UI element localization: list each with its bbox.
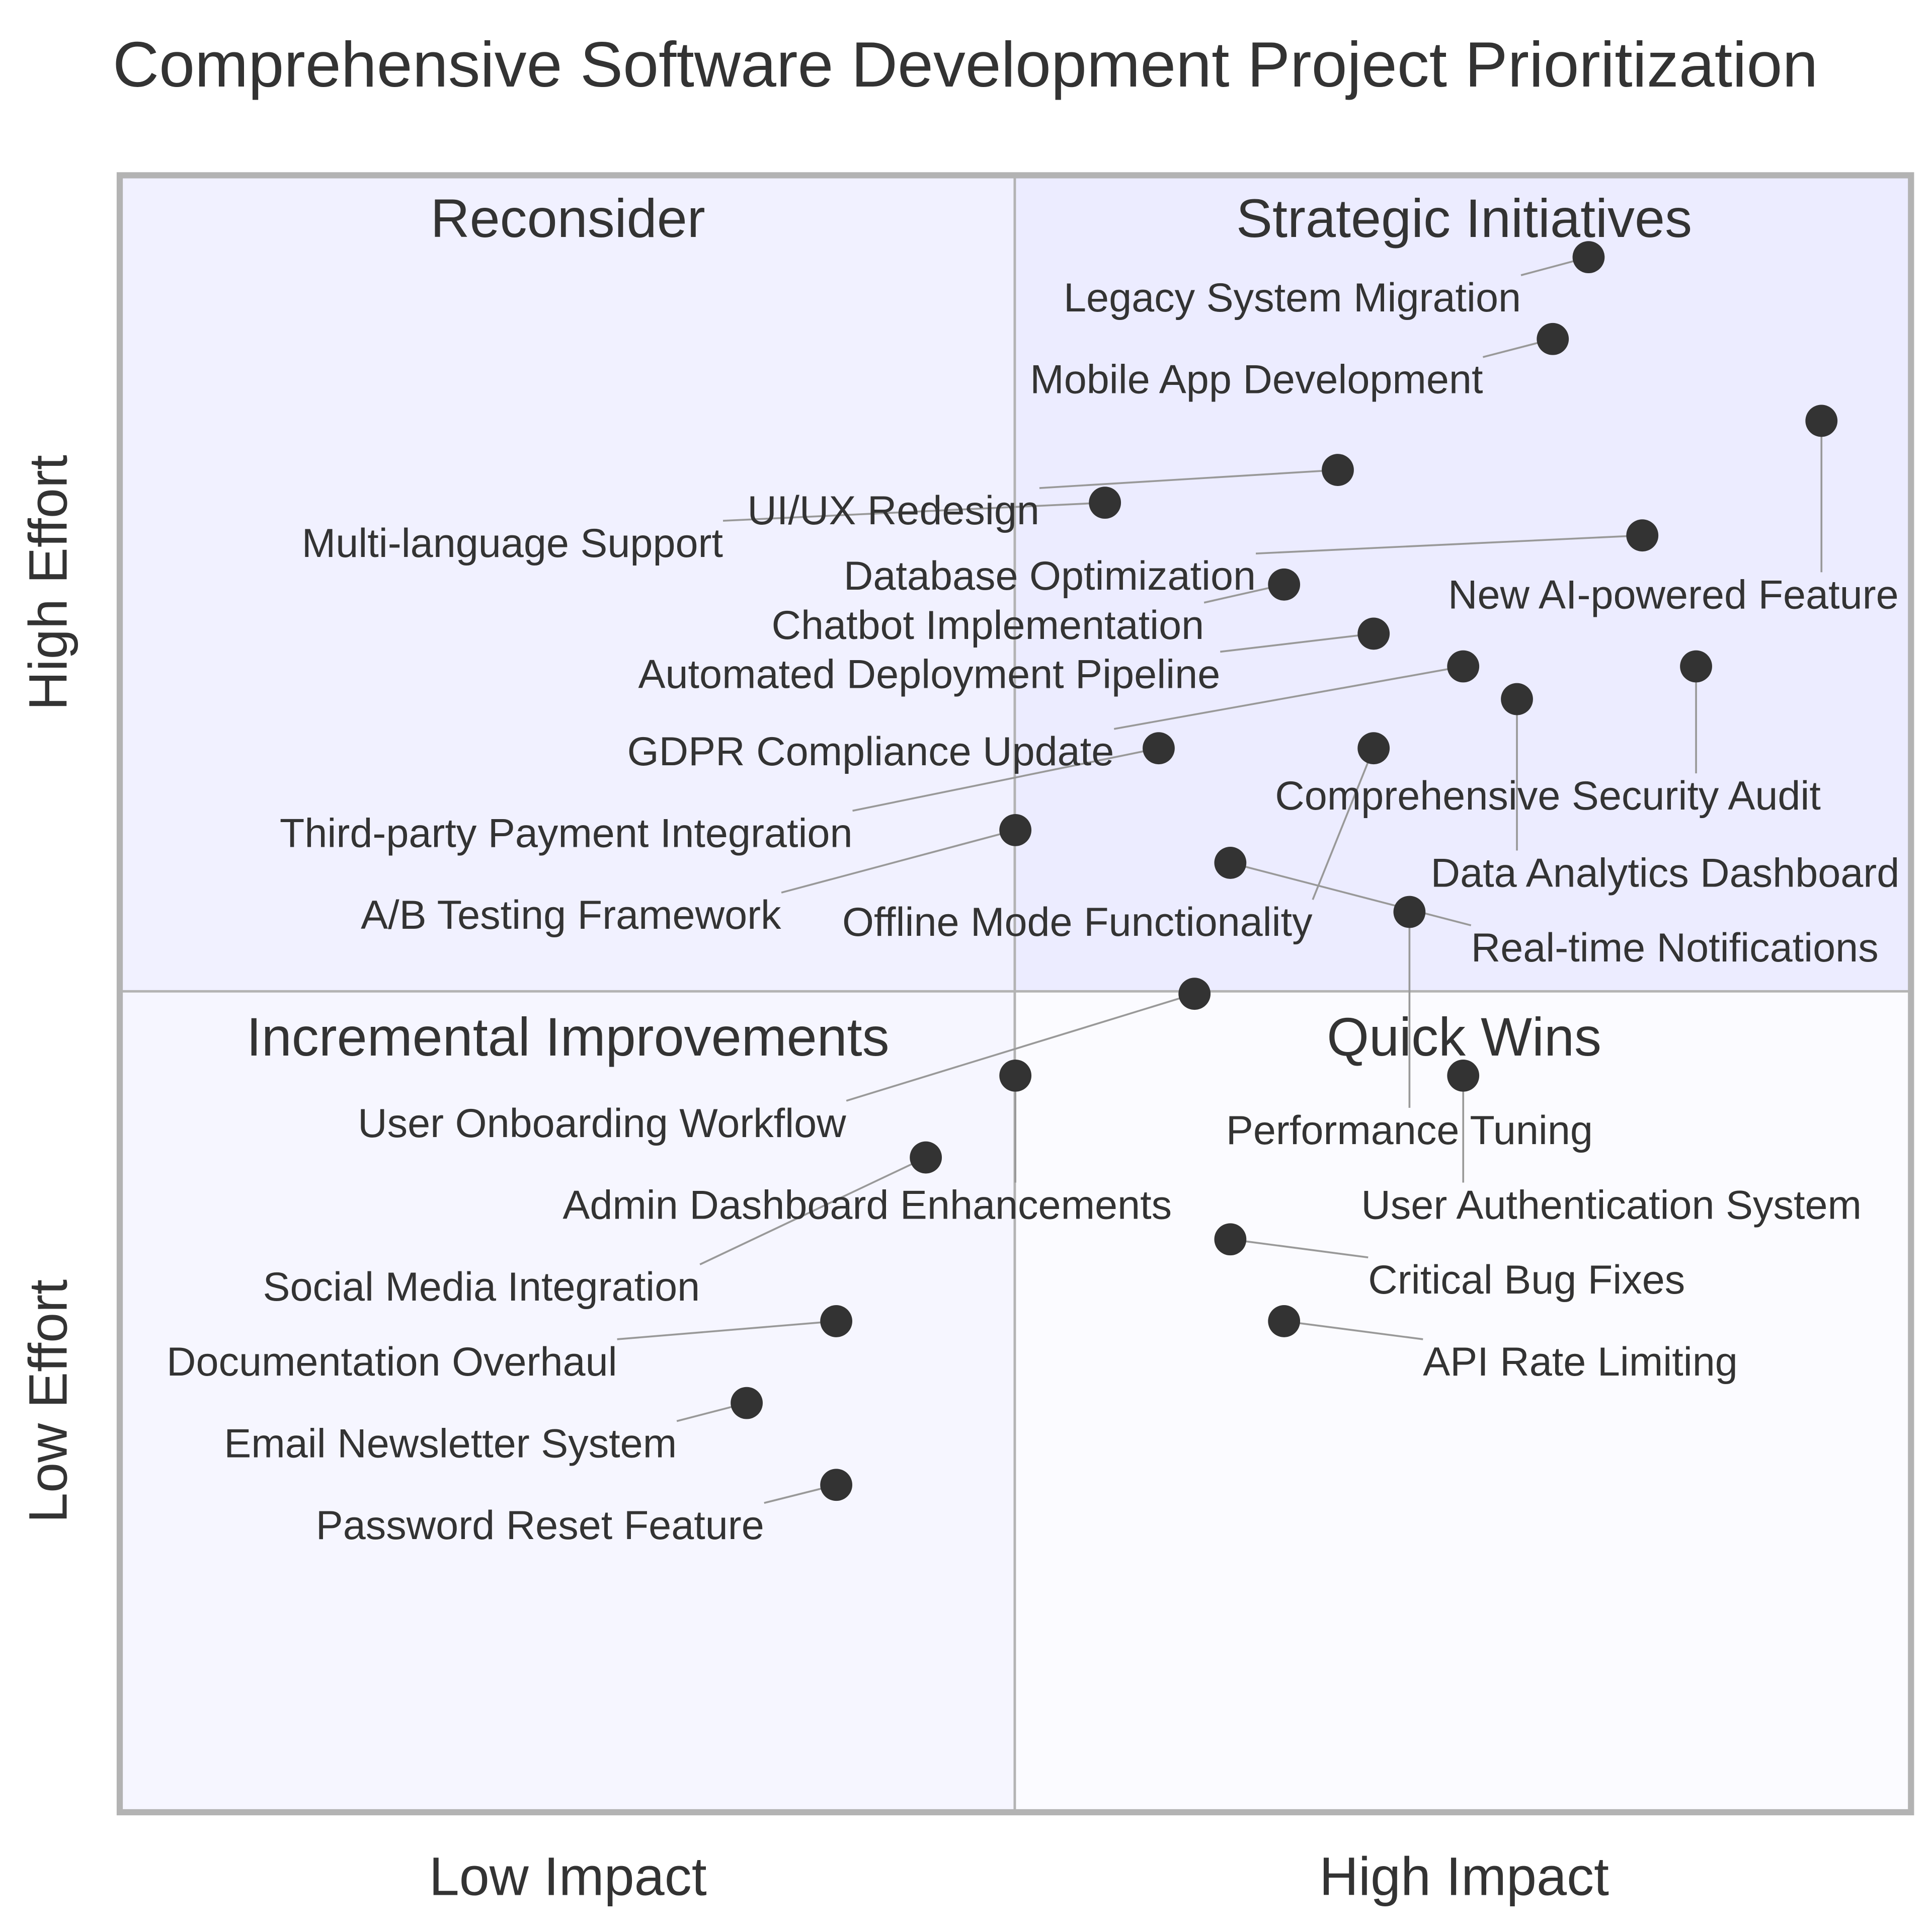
data-point [1501, 683, 1533, 715]
data-point [1214, 1223, 1247, 1256]
data-point [1268, 1305, 1301, 1337]
data-point-label: Comprehensive Security Audit [1275, 773, 1821, 819]
data-point [999, 814, 1032, 846]
data-point-label: Password Reset Feature [316, 1503, 764, 1548]
data-point [1214, 847, 1247, 879]
label-leader-lines [617, 256, 1823, 1504]
label-leader-line [1220, 632, 1374, 653]
data-point [1805, 405, 1838, 437]
data-point [1322, 454, 1354, 486]
data-point [820, 1305, 853, 1337]
data-point [1357, 617, 1390, 650]
data-point [1089, 487, 1121, 519]
label-leader-line [781, 829, 1016, 894]
data-point-label: Third-party Payment Integration [280, 811, 853, 856]
data-point [820, 1469, 853, 1501]
data-point [1537, 323, 1569, 355]
label-leader-line [722, 502, 1105, 522]
label-leader-line [699, 1156, 926, 1265]
data-point-label: Admin Dashboard Enhancements [562, 1183, 1172, 1228]
data-point-labels: Legacy System Migration Mobile App Develo… [167, 275, 1899, 1548]
data-point-label: Chatbot Implementation [771, 603, 1204, 648]
label-leader-line [1113, 665, 1464, 730]
quadrant-label-bottom-right: Quick Wins [1327, 1006, 1601, 1067]
data-point-label: Performance Tuning [1226, 1108, 1593, 1153]
data-point-label: New AI-powered Feature [1448, 572, 1899, 617]
data-point [1626, 519, 1659, 552]
data-point-label: Email Newsletter System [224, 1421, 677, 1467]
label-leader-line [1230, 1238, 1369, 1259]
data-point-label: Legacy System Migration [1064, 275, 1521, 320]
y-axis-label-high: High Effort [17, 455, 78, 710]
label-leader-line [852, 747, 1159, 812]
label-leader-line [1312, 748, 1375, 900]
x-axis-label-low: Low Impact [429, 1845, 707, 1906]
data-point [999, 1059, 1032, 1092]
data-point-label: UI/UX Redesign [747, 488, 1039, 533]
label-leader-line [1255, 534, 1643, 555]
quadrant-label-top-right: Strategic Initiatives [1236, 188, 1692, 249]
y-axis-label-low: Low Effort [17, 1279, 78, 1523]
data-point [1447, 650, 1480, 683]
quadrant-label-bottom-left: Incremental Improvements [247, 1006, 890, 1067]
plot-border [116, 172, 1914, 1816]
data-point-label: API Rate Limiting [1423, 1339, 1738, 1385]
data-point [1393, 896, 1426, 928]
data-point [1572, 241, 1605, 273]
data-point [1143, 732, 1175, 765]
data-point [1178, 978, 1211, 1010]
data-point-label: Automated Deployment Pipeline [638, 652, 1221, 697]
quadrant-top-left [120, 175, 1015, 992]
data-point [1268, 568, 1301, 601]
data-point-label: Social Media Integration [263, 1264, 700, 1310]
data-point [1447, 1059, 1480, 1092]
data-point-label: Offline Mode Functionality [842, 900, 1313, 945]
quadrant-bottom-left [120, 991, 1015, 1812]
label-leader-line [1230, 862, 1472, 926]
data-point [1357, 732, 1390, 765]
label-leader-line [617, 1320, 837, 1340]
data-point-label: User Onboarding Workflow [358, 1101, 846, 1146]
data-point-label: A/B Testing Framework [361, 893, 781, 938]
data-point-label: Real-time Notifications [1471, 925, 1879, 971]
data-point-label: Mobile App Development [1030, 357, 1483, 403]
quadrant-label-top-left: Reconsider [431, 188, 705, 249]
data-points [731, 241, 1838, 1501]
x-axis-label-high: High Impact [1319, 1845, 1609, 1906]
data-point-label: User Authentication System [1361, 1183, 1862, 1228]
data-point-label: Data Analytics Dashboard [1431, 851, 1900, 896]
data-point [1680, 650, 1712, 683]
chart-title: Comprehensive Software Development Proje… [113, 29, 1818, 101]
label-leader-line [1039, 469, 1338, 489]
data-point-label: Critical Bug Fixes [1368, 1257, 1685, 1303]
label-leader-line [1283, 1320, 1423, 1340]
data-point [910, 1141, 942, 1174]
label-leader-line [846, 993, 1195, 1102]
quadrant-top-right [1014, 175, 1911, 992]
data-point-label: Database Optimization [844, 553, 1256, 599]
data-point-label: Multi-language Support [302, 521, 723, 566]
data-point-label: GDPR Compliance Update [627, 729, 1114, 774]
data-point [731, 1387, 763, 1419]
data-point-label: Documentation Overhaul [167, 1339, 617, 1385]
